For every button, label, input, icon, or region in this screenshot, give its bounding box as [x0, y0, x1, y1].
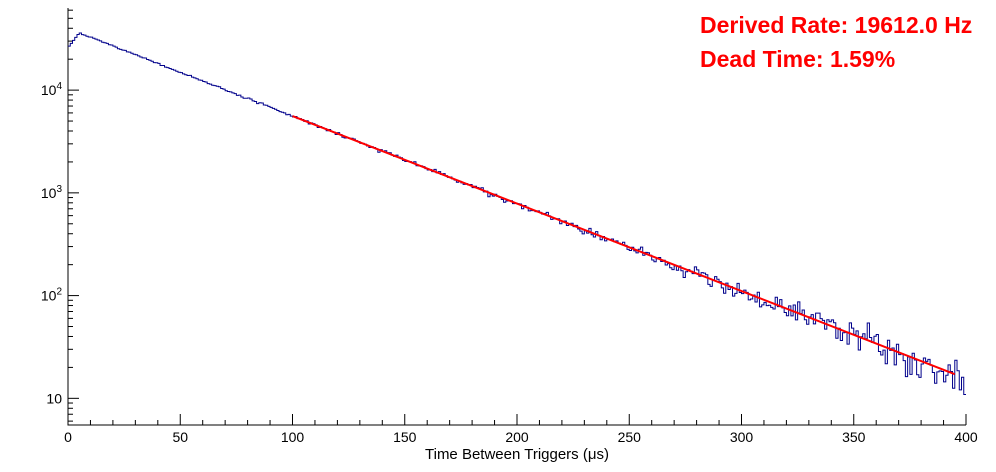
tick-labels: 0 50 100 150 200 250 300 350 400 10 102 103 104	[41, 81, 978, 445]
x-tick-label: 0	[64, 429, 72, 445]
x-tick-label: 100	[281, 429, 305, 445]
x-tick-label: 350	[842, 429, 866, 445]
x-tick-label: 300	[730, 429, 754, 445]
dead-time-label: Dead Time: 1.59%	[700, 46, 896, 72]
x-tick-label: 400	[954, 429, 978, 445]
y-tick-label: 102	[41, 287, 63, 304]
x-tick-label: 200	[505, 429, 529, 445]
derived-rate-label: Derived Rate: 19612.0 Hz	[700, 12, 973, 38]
histogram-series	[68, 32, 966, 396]
axes	[67, 8, 967, 426]
y-tick-label: 104	[41, 81, 63, 98]
y-tick-label: 10	[46, 390, 62, 406]
fit-line	[292, 115, 956, 376]
y-tick-label: 103	[41, 184, 63, 201]
x-tick-label: 150	[393, 429, 417, 445]
x-axis-title: Time Between Triggers (μs)	[425, 446, 609, 463]
annotations: Derived Rate: 19612.0 Hz Dead Time: 1.59…	[700, 8, 972, 76]
x-tick-label: 50	[172, 429, 188, 445]
x-tick-label: 250	[618, 429, 642, 445]
